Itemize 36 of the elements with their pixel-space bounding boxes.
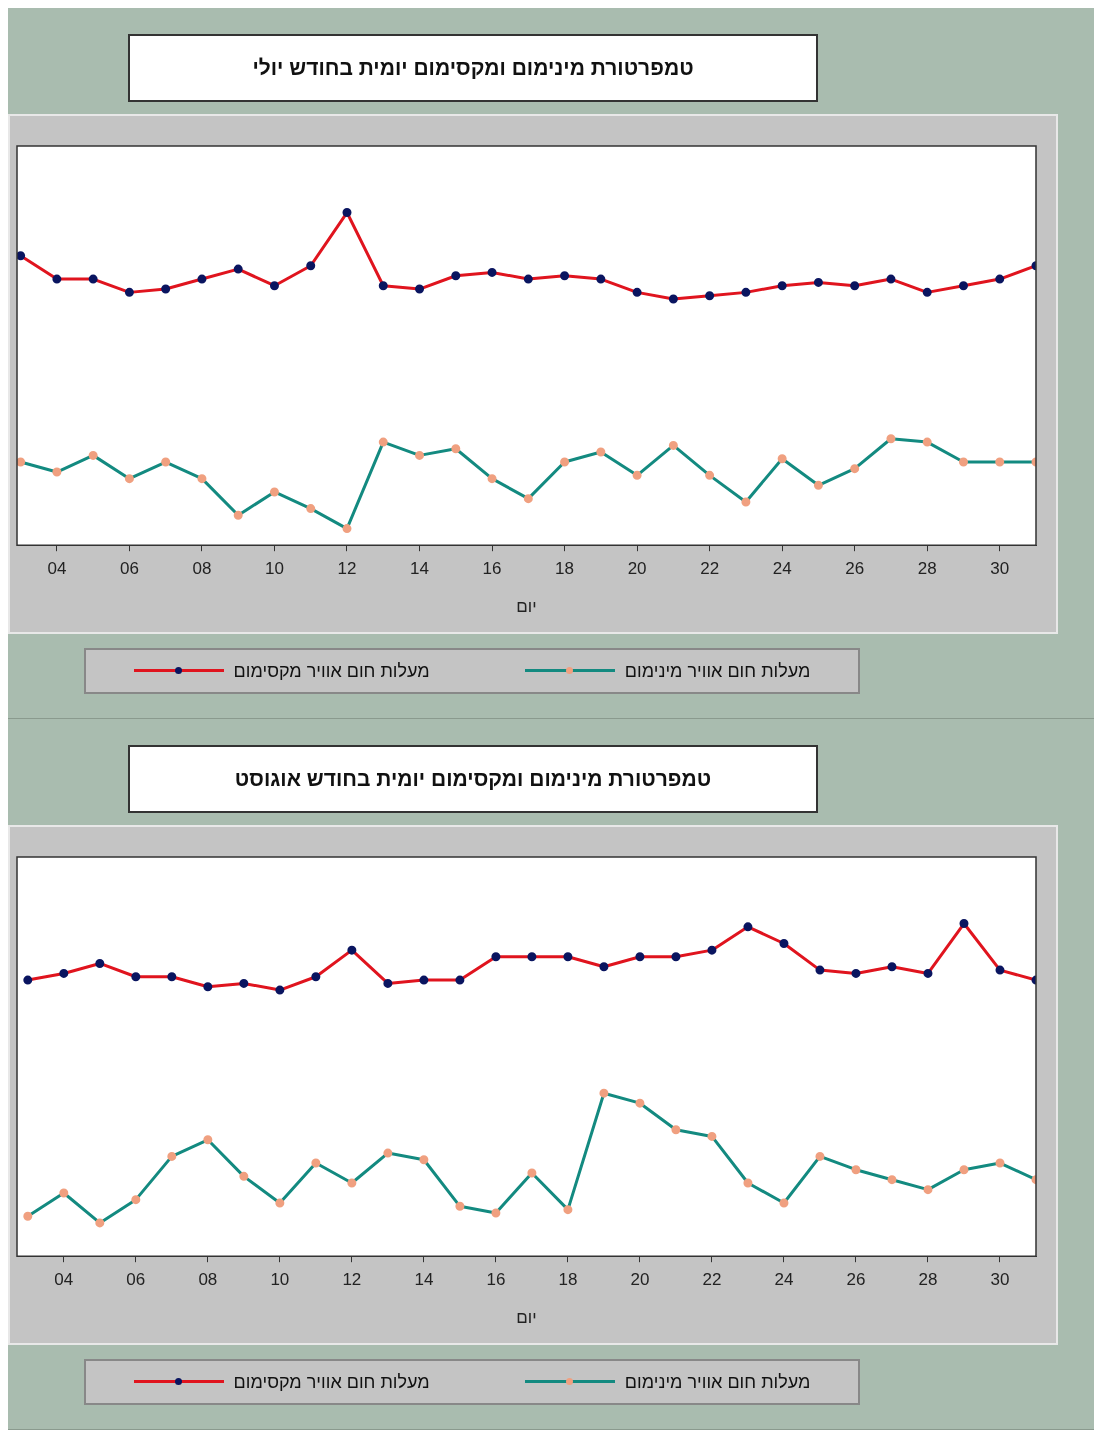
legend-label: מעלות חום אוויר מינימום [624,1371,811,1393]
x-tick-label: 28 [917,559,937,579]
x-tick-label: 14 [414,1270,434,1290]
x-tick-label: 20 [630,1270,650,1290]
legend-label: מעלות חום אוויר מקסימום [233,1371,430,1393]
x-tick-label: 18 [558,1270,578,1290]
x-tick-label: 26 [846,1270,866,1290]
x-tick-label: 30 [990,559,1010,579]
x-tick-label: 16 [482,559,502,579]
x-tick-label: 10 [270,1270,290,1290]
x-tick-label: 28 [918,1270,938,1290]
x-tick-label: 16 [486,1270,506,1290]
x-axis-title: יום [516,1308,537,1328]
x-tick-label: 24 [774,1270,794,1290]
x-tick-label: 26 [845,559,865,579]
x-tick-label: 06 [126,1270,146,1290]
x-axis-title: יום [516,597,537,617]
x-tick-label: 08 [198,1270,218,1290]
x-tick-label: 12 [342,1270,362,1290]
x-tick-label: 06 [119,559,139,579]
x-tick-label: 12 [337,559,357,579]
chart-title: טמפרטורת מינימום ומקסימום יומית בחודש יולי [252,56,694,80]
x-tick-label: 14 [410,559,429,579]
x-tick-label: 04 [47,559,67,579]
x-tick-label: 24 [772,559,792,579]
x-tick-label: 20 [627,559,647,579]
x-tick-label: 08 [192,559,212,579]
chart-title: טמפרטורת מינימום ומקסימום יומית בחודש אוגוסט [234,767,712,791]
x-tick-label: 04 [54,1270,74,1290]
x-tick-label: 18 [555,559,575,579]
x-tick-label: 10 [265,559,284,579]
x-tick-label: 22 [700,559,720,579]
x-tick-label: 30 [990,1270,1010,1290]
x-tick-label: 22 [702,1270,722,1290]
legend-label: מעלות חום אוויר מקסימום [233,660,430,682]
legend-label: מעלות חום אוויר מינימום [624,660,811,682]
